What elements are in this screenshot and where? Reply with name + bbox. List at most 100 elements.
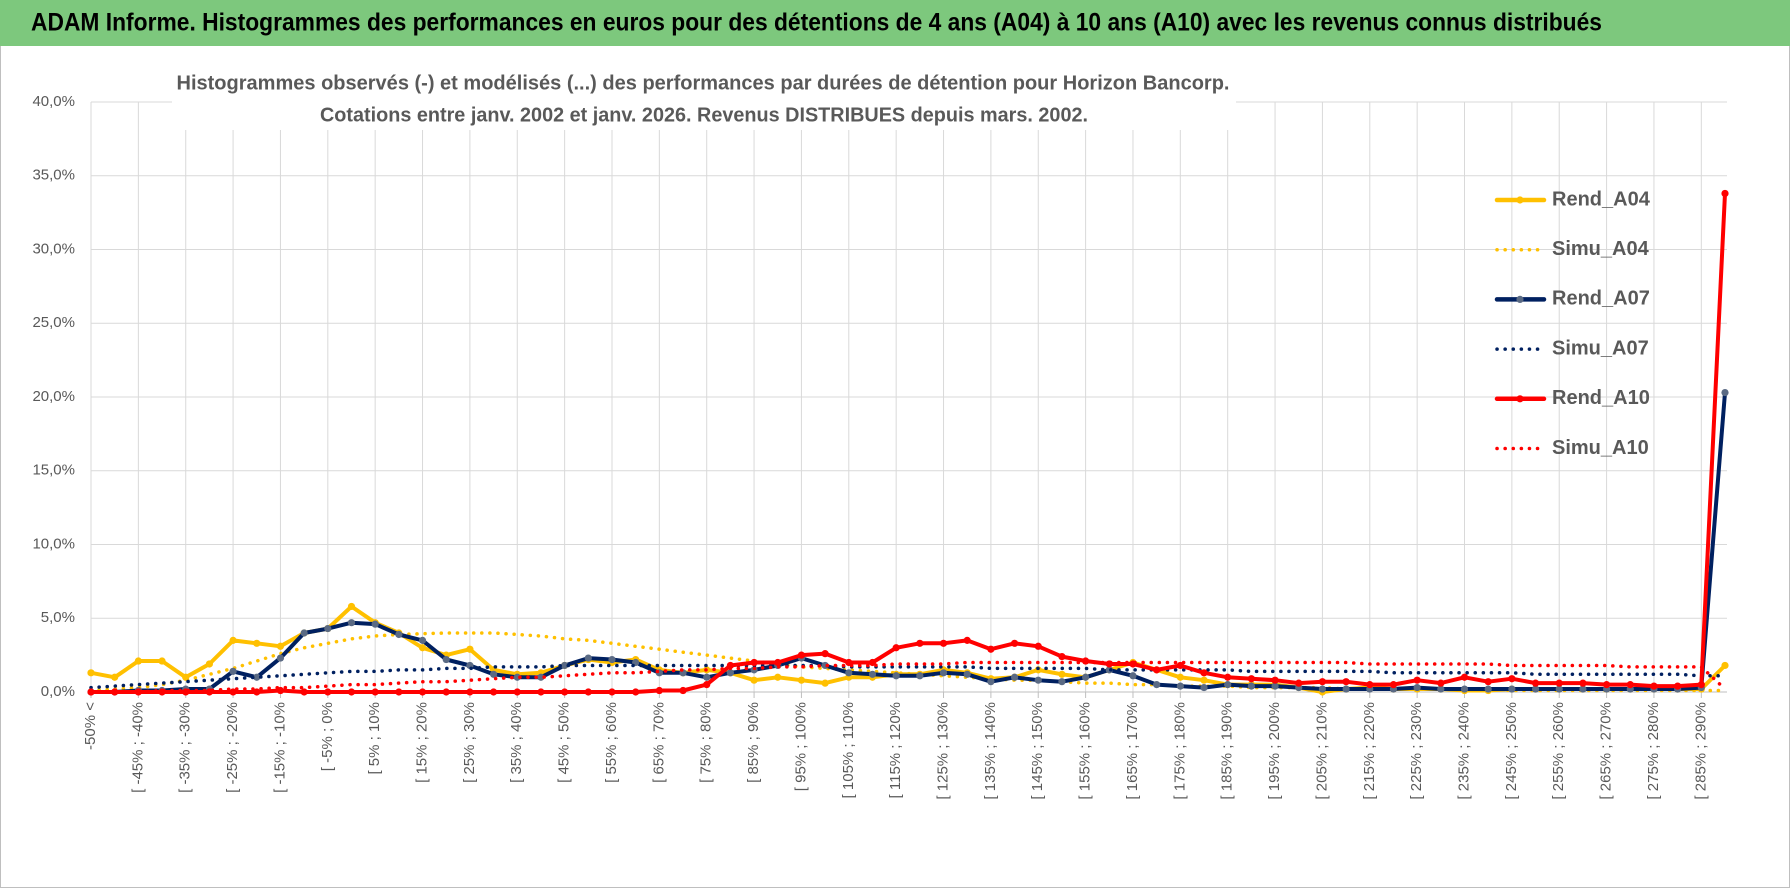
point (1413, 683, 1421, 692)
point (1058, 678, 1066, 686)
point (1721, 189, 1729, 198)
point (537, 673, 545, 681)
point (1366, 681, 1374, 689)
point (1247, 675, 1255, 683)
point (939, 669, 948, 677)
point (513, 688, 521, 696)
point (1721, 388, 1729, 397)
point (111, 673, 119, 681)
x-tick-label: [ 225% ; 230% (1408, 702, 1425, 800)
point (679, 686, 687, 695)
x-tick-label: [ 265% ; 270% (1598, 702, 1615, 800)
point (1531, 679, 1540, 687)
point (134, 657, 142, 665)
x-tick-label: [ -35% ; -30% (177, 702, 194, 793)
point (1626, 681, 1634, 689)
x-tick-label: [ 85% ; 90% (745, 702, 762, 783)
legend-label: Simu_A04 (1552, 238, 1650, 260)
x-tick-label: [ 25% ; 30% (461, 702, 478, 783)
x-tick-label: [ -25% ; -20% (224, 702, 241, 793)
point (347, 688, 356, 696)
y-tick-label: 15,0% (32, 462, 75, 479)
point (797, 676, 806, 684)
x-tick-label: [ 285% ; 290% (1692, 702, 1709, 800)
x-tick-label: [ 135% ; 140% (982, 702, 999, 800)
model-line (89, 663, 1727, 690)
point (205, 660, 214, 668)
point (608, 688, 616, 696)
point (1460, 685, 1469, 693)
point (229, 667, 237, 675)
point (1176, 673, 1184, 681)
point (1010, 673, 1019, 681)
point (489, 670, 498, 678)
point (1484, 685, 1492, 693)
point (1531, 685, 1540, 693)
point (1674, 682, 1682, 690)
point (1153, 681, 1161, 689)
point (632, 688, 640, 696)
legend-label: Simu_A07 (1552, 337, 1649, 359)
point (1058, 670, 1066, 678)
point (300, 629, 308, 637)
y-tick-label: 40,0% (32, 93, 75, 110)
chart-title-line: Histogrammes observés (-) et modélisés (… (177, 72, 1230, 94)
point (655, 686, 663, 695)
point (1389, 681, 1398, 689)
point (608, 655, 616, 664)
point (229, 688, 237, 696)
x-tick-label: [ 145% ; 150% (1029, 702, 1046, 800)
point (1034, 676, 1042, 684)
point (1200, 676, 1208, 684)
point (324, 688, 332, 696)
point (750, 676, 758, 684)
point (892, 644, 900, 652)
point (963, 636, 971, 644)
point (1224, 681, 1232, 689)
point (1579, 679, 1587, 687)
point (1176, 661, 1184, 670)
y-tick-label: 10,0% (32, 535, 75, 552)
point (276, 642, 285, 650)
y-tick-label: 35,0% (32, 167, 75, 184)
point (750, 658, 758, 667)
point (324, 624, 332, 633)
point (1555, 679, 1563, 687)
point (87, 669, 95, 677)
x-tick-label: [ 195% ; 200% (1266, 702, 1283, 800)
point (1697, 681, 1705, 689)
point (939, 639, 948, 647)
point (1508, 685, 1516, 693)
point (1413, 676, 1421, 684)
x-tick-label: [ 5% ; 10% (366, 702, 383, 775)
x-tick-label: [ 185% ; 190% (1219, 702, 1236, 800)
x-tick-label: [ 65% ; 70% (650, 702, 667, 783)
observed-line (89, 390, 1727, 694)
x-tick-label: [ 45% ; 50% (556, 702, 573, 783)
x-tick-label: [ 75% ; 80% (698, 702, 715, 783)
point (1318, 685, 1327, 693)
point (395, 688, 403, 696)
x-tick-label: [ -5% ; 0% (319, 702, 336, 771)
y-tick-label: 5,0% (41, 609, 75, 626)
x-tick-label: [ 95% ; 100% (792, 702, 809, 791)
point (158, 657, 166, 665)
point (584, 654, 592, 662)
point (1200, 669, 1208, 677)
point (1437, 685, 1445, 693)
x-tick-label: [ 15% ; 20% (414, 702, 431, 783)
point (987, 678, 995, 686)
point (537, 688, 545, 696)
point (774, 673, 782, 681)
x-tick-label: [ 175% ; 180% (1171, 702, 1188, 800)
point (1247, 682, 1255, 690)
point (868, 658, 877, 667)
point (892, 672, 900, 680)
point (1721, 661, 1729, 670)
x-tick-label: [ 165% ; 170% (1124, 702, 1141, 800)
point (1342, 678, 1350, 686)
point (442, 688, 450, 696)
point (963, 670, 971, 678)
x-tick-label: [ 215% ; 220% (1361, 702, 1378, 800)
